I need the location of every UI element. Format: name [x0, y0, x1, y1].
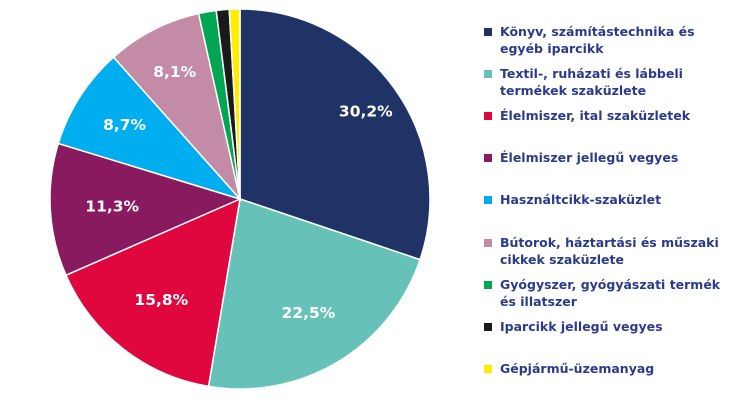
legend-swatch — [484, 154, 492, 162]
pie-slice — [49, 142, 243, 277]
pie-slice — [228, 8, 241, 200]
slice-value-label: 22,5% — [282, 304, 336, 322]
slice-value-label: 30,2% — [339, 103, 393, 121]
legend-label: Iparcikk jellegű vegyes — [500, 319, 663, 334]
legend-label: Gépjármű-üzemanyag — [500, 361, 655, 376]
legend-swatch — [484, 196, 492, 204]
legend-label: Élelmiszer jellegű vegyes — [500, 150, 679, 165]
slice-value-label: 11,3% — [85, 197, 139, 215]
legend-swatch — [484, 323, 492, 331]
legend-label: Textil-, ruházati és lábbeli termékek sz… — [500, 66, 683, 98]
slice-value-label: 8,7% — [103, 116, 146, 134]
legend-swatch — [484, 281, 492, 289]
legend-swatch — [484, 112, 492, 120]
pie-slice — [207, 198, 422, 390]
slice-value-label: 8,1% — [153, 63, 196, 81]
legend-label: Használtcikk-szaküzlet — [500, 192, 662, 207]
pie-slice — [64, 197, 241, 388]
legend-label: Gyógyszer, gyógyászati termék és illatsz… — [500, 277, 721, 309]
legend-swatch — [484, 365, 492, 373]
legend-swatch — [484, 70, 492, 78]
legend-label: Bútorok, háztartási és műszaki cikkek sz… — [500, 235, 719, 267]
pie-slice — [57, 56, 243, 201]
legend-label: Könyv, számítástechnika és egyéb iparcik… — [500, 24, 695, 56]
legend-swatch — [484, 239, 492, 247]
legend-label: Élelmiszer, ital szaküzletek — [500, 108, 691, 123]
slice-value-label: 15,8% — [134, 291, 188, 309]
pie-slice — [239, 8, 431, 261]
legend-swatch — [484, 28, 492, 36]
